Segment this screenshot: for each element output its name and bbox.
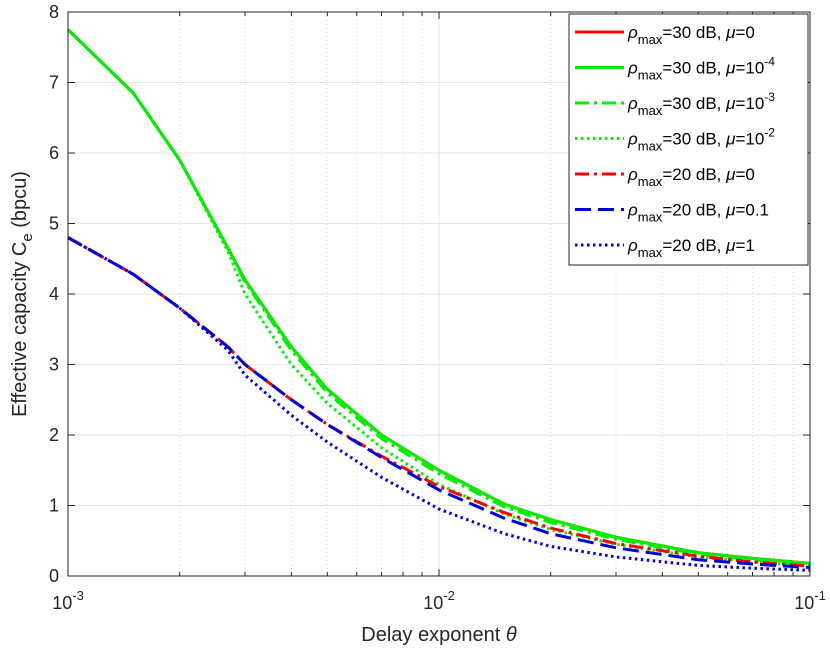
legend-entry-label: ρmax=30 dB, μ=10-4 — [627, 55, 775, 83]
y-tick-label: 2 — [49, 425, 59, 445]
legend-entry-label: ρmax=20 dB, μ=0.1 — [627, 201, 769, 225]
series-line-7 — [67, 236, 811, 572]
x-tick-label: 10-2 — [423, 588, 455, 613]
y-tick-label: 7 — [49, 73, 59, 93]
series-line-4 — [66, 28, 811, 568]
y-tick-label: 8 — [49, 2, 59, 22]
y-tick-labels: 0 1 2 3 4 5 6 7 8 — [49, 2, 59, 586]
series-lines — [66, 28, 811, 572]
legend-box — [568, 13, 809, 266]
y-tick-label: 3 — [49, 355, 59, 375]
x-tick-labels: 10-3 10-2 10-1 — [52, 588, 826, 613]
x-tick-label: 10-1 — [794, 588, 826, 613]
legend-entry-label: ρmax=30 dB, μ=10-3 — [627, 90, 775, 118]
x-axis-label: Delay exponent θ — [361, 624, 517, 646]
legend: ρmax=30 dB, μ=0 ρmax=30 dB, μ=10-4 ρmax=30… — [568, 13, 809, 266]
legend-entry-label: ρmax=20 dB, μ=1 — [627, 236, 755, 260]
series-line-6 — [67, 236, 811, 570]
y-tick-label: 5 — [49, 214, 59, 234]
axis-ticks — [67, 11, 810, 577]
y-tick-label: 1 — [49, 496, 59, 516]
legend-entry-label: ρmax=30 dB, μ=10-2 — [627, 126, 775, 154]
y-tick-label: 0 — [49, 566, 59, 586]
series-line-3 — [66, 28, 811, 567]
legend-entry-label: ρmax=30 dB, μ=0 — [627, 23, 755, 47]
y-tick-label: 6 — [49, 143, 59, 163]
x-tick-label: 10-3 — [52, 588, 84, 613]
legend-entry-label: ρmax=20 dB, μ=0 — [627, 165, 755, 189]
y-tick-label: 4 — [49, 284, 59, 304]
y-axis-label: Effective capacity Ce (bpcu) — [9, 171, 36, 417]
